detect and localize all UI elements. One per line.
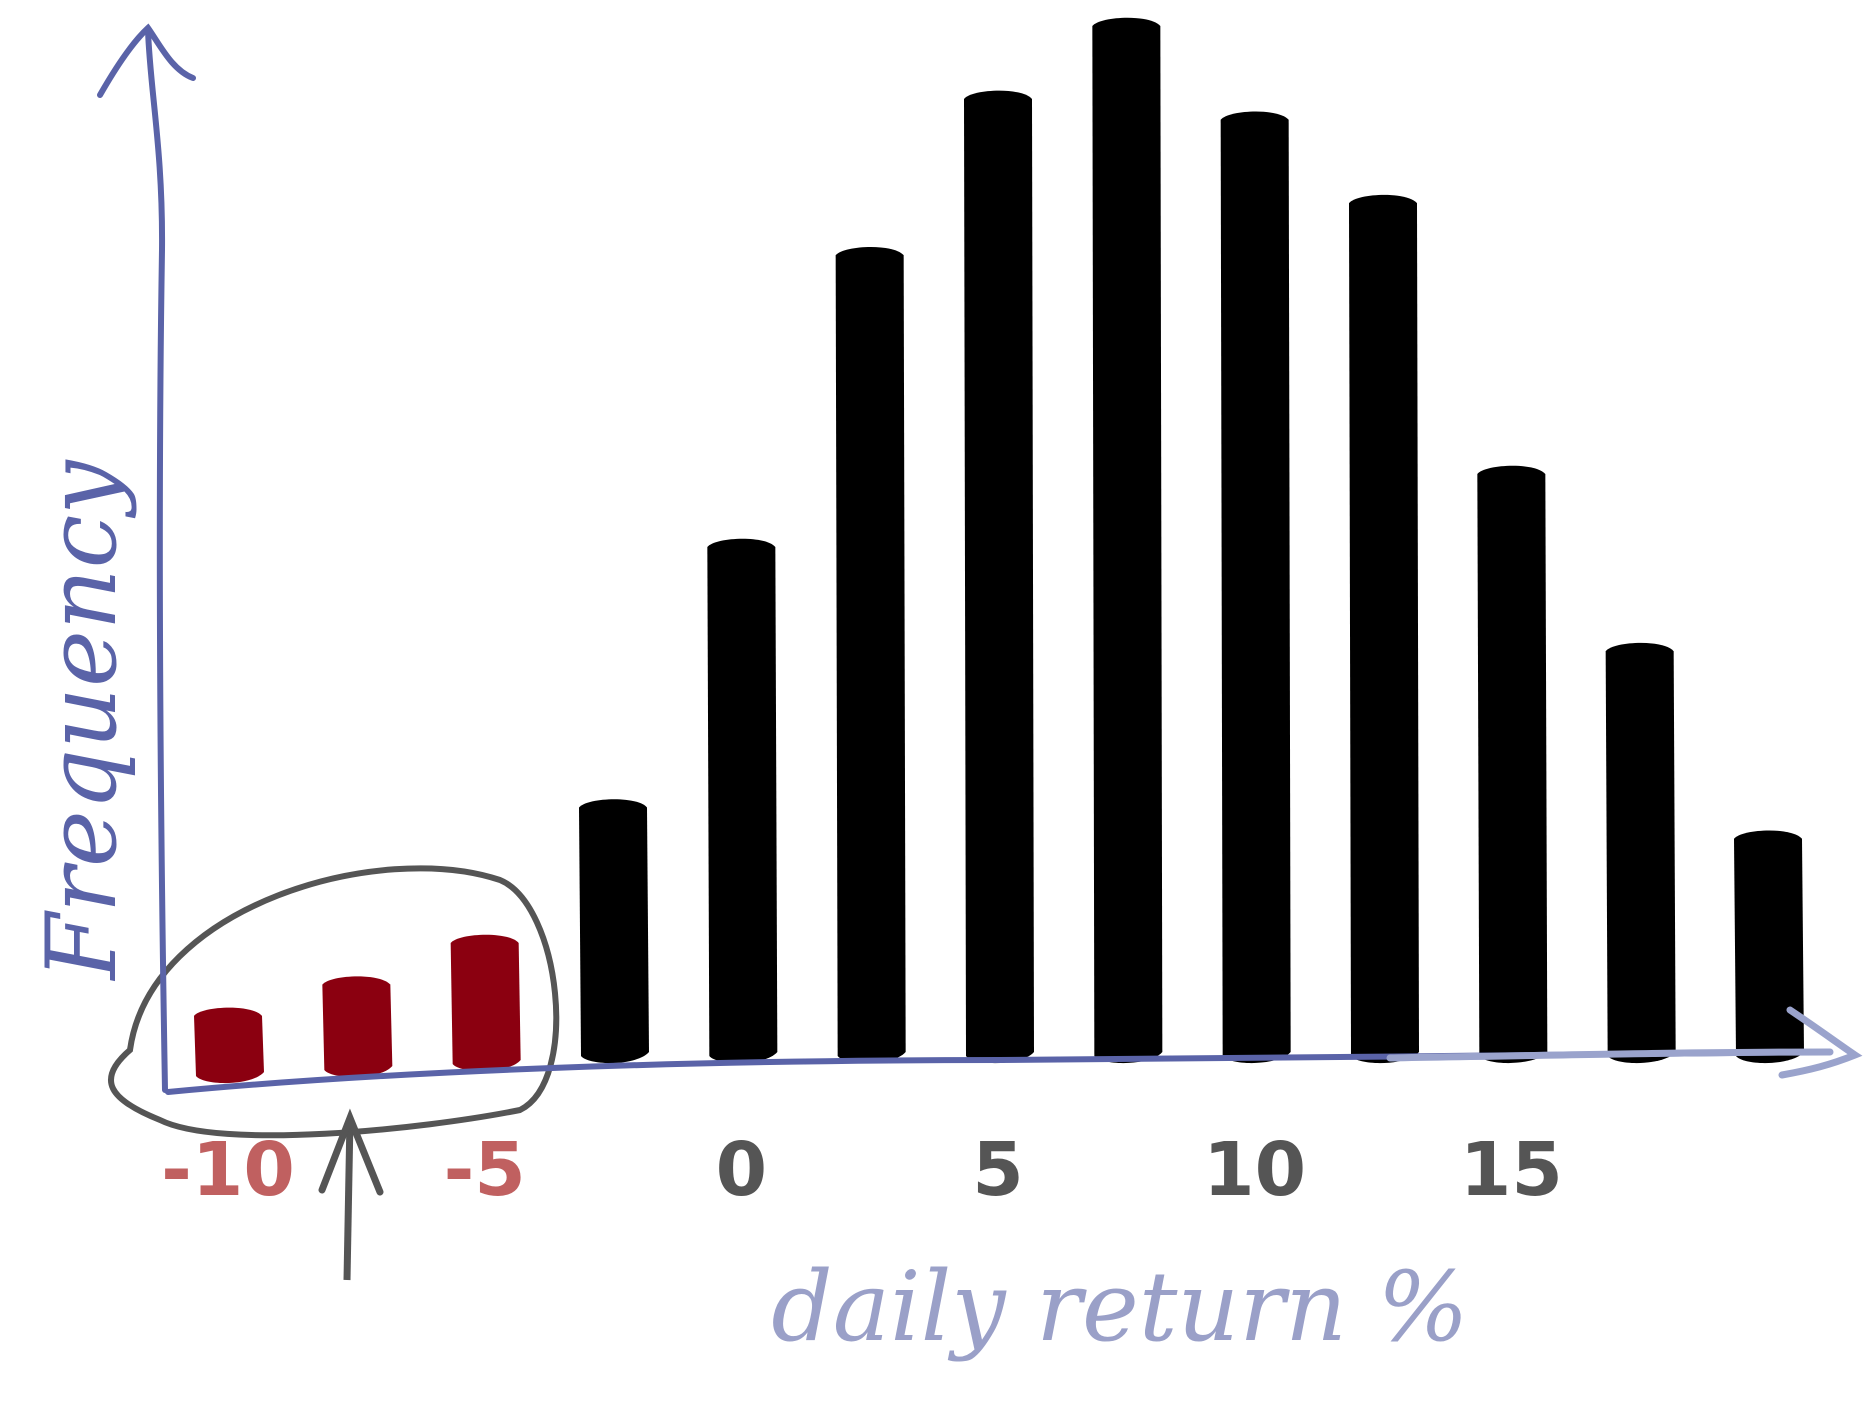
histogram-bars [194, 17, 1804, 1084]
histogram-bar [1349, 194, 1419, 1064]
x-axis [165, 1006, 1863, 1095]
highlighted-bar [322, 976, 393, 1078]
x-tick-label: 15 [1460, 1127, 1563, 1213]
y-axis-label: Frequency [26, 459, 138, 982]
highlighted-bar [194, 1007, 264, 1084]
histogram-bar [964, 90, 1034, 1064]
histogram-bar [707, 538, 778, 1064]
histogram-bar [1477, 465, 1548, 1064]
histogram-bar [1605, 642, 1676, 1064]
x-tick-label: 0 [716, 1127, 768, 1213]
x-tick-label: -5 [444, 1127, 526, 1213]
tail-arrow [318, 1108, 384, 1281]
x-tick-labels: -10 -5 0 5 10 15 [161, 1127, 1563, 1213]
histogram-bar [1220, 111, 1291, 1064]
x-axis-label: daily return % [771, 1251, 1468, 1363]
histogram-bar [579, 799, 649, 1064]
histogram-bar [835, 246, 906, 1064]
x-tick-label: 10 [1203, 1127, 1306, 1213]
highlighted-bar [450, 934, 521, 1072]
histogram-bar [1734, 830, 1804, 1064]
y-axis [97, 23, 196, 1093]
x-tick-label: -10 [161, 1127, 295, 1213]
histogram-bar [1092, 17, 1163, 1064]
x-tick-label: 5 [972, 1127, 1024, 1213]
tail-highlight-circle [108, 865, 560, 1139]
